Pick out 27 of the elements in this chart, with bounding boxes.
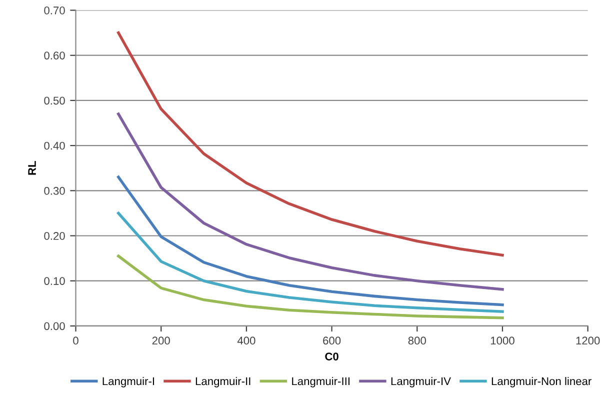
x-tick-label: 1200 <box>576 336 600 345</box>
y-tick-label: 0.30 <box>44 186 65 195</box>
legend-label: Langmuir-Non linear <box>492 376 592 388</box>
y-tick-label: 0.70 <box>44 6 65 14</box>
x-tick-label: 0 <box>73 336 78 345</box>
y-tick-label: 0.00 <box>44 322 65 330</box>
y-tick-label: 0.20 <box>44 232 65 240</box>
line-series <box>117 31 504 257</box>
x-tick-label: 400 <box>237 336 256 345</box>
legend-label: Langmuir-I <box>102 376 154 388</box>
x-tick-label: 600 <box>323 336 341 345</box>
x-tick-label: 200 <box>152 336 170 345</box>
line-series <box>117 112 504 291</box>
x-axis-title: C0 <box>325 352 338 360</box>
x-tick-label: 800 <box>408 336 426 345</box>
x-tick-label: 1000 <box>490 336 514 345</box>
y-tick-label: 0.10 <box>44 277 65 285</box>
y-tick-label: 0.50 <box>44 96 65 105</box>
line-series <box>117 212 504 313</box>
line-series <box>117 254 504 320</box>
line-series <box>117 176 504 306</box>
y-tick-label: 0.60 <box>44 52 65 60</box>
legend-label: Langmuir-III <box>292 376 350 388</box>
legend-label: Langmuir-II <box>196 376 250 388</box>
legend-label: Langmuir-IV <box>391 376 451 388</box>
y-tick-label: 0.40 <box>44 142 65 150</box>
y-axis-title: RL <box>28 161 36 175</box>
